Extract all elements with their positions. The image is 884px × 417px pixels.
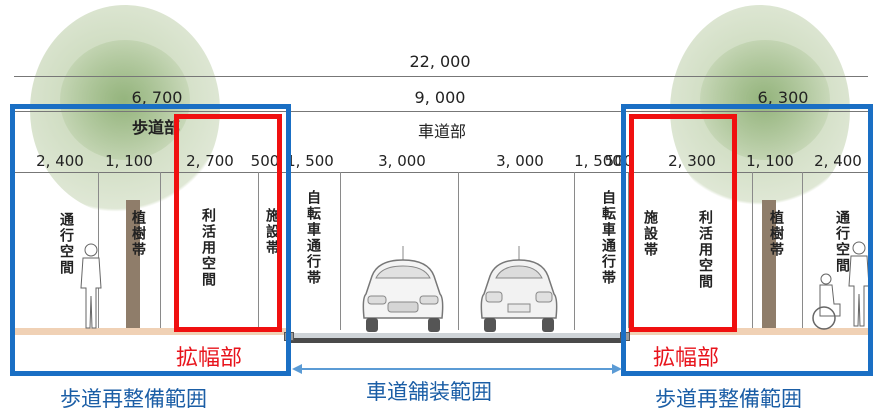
sidewalk-renovation-label-right: 歩道再整備範囲 — [655, 383, 802, 413]
dimension-road-part-1: 1, 500 — [286, 152, 334, 170]
zone-divider — [340, 172, 341, 330]
dimension-road-part-2: 3, 000 — [378, 152, 426, 170]
widening-frame-right — [629, 114, 737, 332]
widening-frame-left — [174, 114, 282, 332]
dimension-road-part-3: 3, 000 — [496, 152, 544, 170]
road-surface — [290, 338, 624, 343]
sidewalk-renovation-label-left: 歩道再整備範囲 — [60, 383, 207, 413]
zone-divider — [574, 172, 575, 330]
road-paving-label: 車道舗装範囲 — [366, 376, 492, 406]
section-label-roadway: 車道部 — [418, 118, 466, 142]
zone-divider — [458, 172, 459, 330]
car-rear-icon — [474, 246, 564, 336]
widening-label-right: 拡幅部 — [653, 340, 719, 372]
zone-label-bicycle-lane-right: 自転車通行帯 — [598, 190, 618, 286]
zone-label-bicycle-lane-left: 自転車通行帯 — [303, 190, 323, 286]
road-paving-range-arrow — [292, 362, 622, 376]
widening-label-left: 拡幅部 — [176, 340, 242, 372]
dimension-roadway: 9, 000 — [415, 88, 466, 107]
car-front-icon — [358, 246, 448, 336]
road-base — [290, 333, 624, 338]
dimension-total: 22, 000 — [409, 52, 470, 71]
dimension-line-total — [14, 76, 868, 77]
